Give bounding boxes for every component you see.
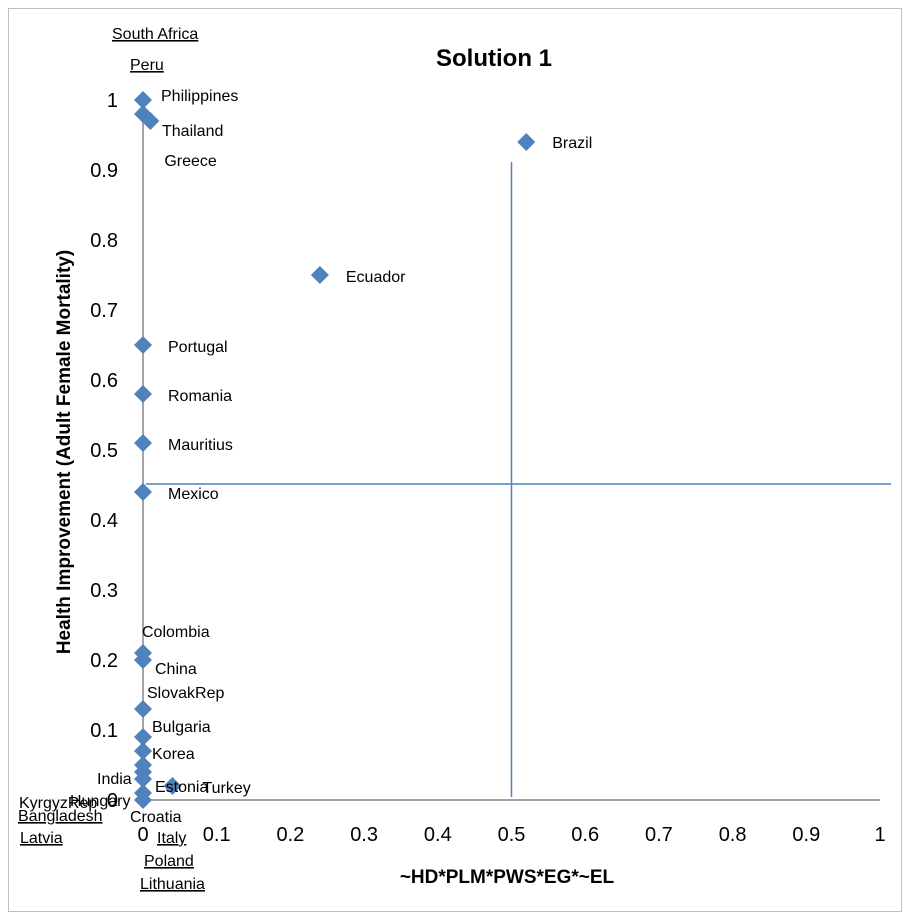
x-tick-label: 0.2 <box>276 824 304 846</box>
y-tick-label: 0 <box>107 790 118 812</box>
data-point <box>134 483 152 501</box>
x-tick-label: 1 <box>874 824 885 846</box>
point-label: Korea <box>152 746 195 763</box>
point-label: Hungary <box>70 793 130 810</box>
data-point <box>134 434 152 452</box>
point-label: Brazil <box>552 135 592 152</box>
reference-lines <box>146 162 891 797</box>
point-label: Croatia <box>130 809 182 826</box>
data-point <box>310 266 329 284</box>
chart-title: Solution 1 <box>436 45 552 72</box>
point-labels: Philippines Thailand Greece Brazil Ecuador Po… <box>19 88 592 826</box>
point-label: Ecuador <box>346 269 406 286</box>
data-point <box>134 791 152 809</box>
point-label: Estonia <box>155 779 208 796</box>
point-label: Portugal <box>168 339 228 356</box>
point-label: Mauritius <box>168 437 233 454</box>
y-tick-label: 0.5 <box>90 440 118 462</box>
y-tick-label: 0.2 <box>90 650 118 672</box>
point-label: SlovakRep <box>147 685 224 702</box>
offscale-labels: South Africa Peru Bangladesh Latvia Italy Pol… <box>18 26 205 893</box>
offscale-label: Peru <box>130 57 164 74</box>
offscale-label: South Africa <box>112 26 198 43</box>
offscale-label: Latvia <box>20 830 63 847</box>
data-point <box>134 651 152 669</box>
y-axis-title: Health Improvement (Adult Female Mortali… <box>54 250 75 654</box>
y-tick-label: 1 <box>107 90 118 112</box>
x-tick-label: 0.4 <box>424 824 452 846</box>
data-point <box>517 133 536 151</box>
point-label: Colombia <box>142 624 210 641</box>
x-tick-label: 0.9 <box>792 824 820 846</box>
point-label: India <box>97 771 132 788</box>
offscale-label: Bangladesh <box>18 808 103 825</box>
x-tick-label: 0.3 <box>350 824 378 846</box>
y-tick-label: 0.9 <box>90 160 118 182</box>
x-tick-label: 0.7 <box>645 824 673 846</box>
data-point <box>141 112 160 130</box>
point-label: Greece <box>164 153 217 170</box>
data-point <box>134 336 152 354</box>
y-tick-labels: 0 0.1 0.2 0.3 0.4 0.5 0.6 0.7 0.8 0.9 1 <box>90 90 118 812</box>
y-tick-label: 0.4 <box>90 510 118 532</box>
point-label: Mexico <box>168 486 219 503</box>
point-label: Bulgaria <box>152 719 211 736</box>
data-points <box>134 91 536 809</box>
x-tick-label: 0.8 <box>719 824 747 846</box>
offscale-label: Italy <box>157 830 186 847</box>
y-tick-label: 0.6 <box>90 370 118 392</box>
y-tick-label: 0.1 <box>90 720 118 742</box>
point-label: Turkey <box>202 780 250 797</box>
point-label: KyrgyzRep <box>19 795 97 812</box>
y-tick-label: 0.3 <box>90 580 118 602</box>
point-label: Romania <box>168 388 232 405</box>
data-point <box>134 742 152 760</box>
chart-frame <box>8 8 902 912</box>
data-point <box>134 770 152 788</box>
x-tick-label: 0.1 <box>203 824 231 846</box>
x-tick-label: 0.6 <box>571 824 599 846</box>
data-point <box>134 728 152 746</box>
point-label: Thailand <box>162 123 223 140</box>
y-tick-label: 0.7 <box>90 300 118 322</box>
data-point <box>163 777 182 795</box>
y-tick-label: 0.8 <box>90 230 118 252</box>
x-tick-labels: 0 0.1 0.2 0.3 0.4 0.5 0.6 0.7 0.8 0.9 1 <box>137 824 885 846</box>
x-tick-label: 0 <box>137 824 148 846</box>
data-point <box>134 91 152 109</box>
offscale-label: Poland <box>144 853 194 870</box>
point-label: China <box>155 661 197 678</box>
data-point <box>134 385 152 403</box>
data-point <box>134 700 152 718</box>
offscale-label: Lithuania <box>140 876 205 893</box>
x-axis-title: ~HD*PLM*PWS*EG*~EL <box>400 867 615 888</box>
x-tick-label: 0.5 <box>498 824 526 846</box>
point-label: Philippines <box>161 88 238 105</box>
